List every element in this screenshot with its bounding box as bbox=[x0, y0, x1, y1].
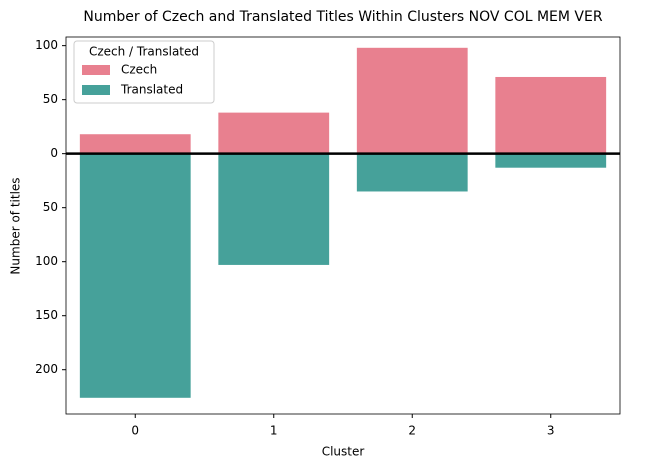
bar bbox=[356, 153, 468, 192]
legend-title: Czech / Translated bbox=[89, 45, 199, 59]
y-tick-label: 100 bbox=[35, 254, 58, 268]
bar bbox=[356, 47, 468, 154]
plot-frame bbox=[65, 36, 621, 415]
legend-label: Translated bbox=[120, 83, 183, 97]
bar bbox=[79, 134, 191, 154]
y-tick-label: 150 bbox=[35, 308, 58, 322]
bar bbox=[218, 153, 330, 265]
y-tick-label: 50 bbox=[43, 92, 58, 106]
legend-swatch bbox=[82, 85, 110, 95]
y-tick-label: 50 bbox=[43, 200, 58, 214]
chart-title: Number of Czech and Translated Titles Wi… bbox=[83, 9, 602, 25]
x-tick-label: 0 bbox=[131, 424, 139, 438]
x-axis-label: Cluster bbox=[322, 445, 365, 459]
bar bbox=[218, 112, 330, 154]
bar bbox=[495, 153, 607, 168]
bar bbox=[79, 153, 191, 398]
y-tick-label: 0 bbox=[50, 146, 58, 160]
legend-label: Czech bbox=[121, 63, 157, 77]
bar bbox=[495, 76, 607, 154]
legend: Czech / Translated Czech Translated bbox=[73, 40, 215, 104]
legend-swatch bbox=[82, 65, 110, 75]
y-axis-label: Number of titles bbox=[9, 177, 23, 274]
y-tick-label: 100 bbox=[35, 38, 58, 52]
y-tick-label: 200 bbox=[35, 362, 58, 376]
x-tick-label: 2 bbox=[408, 424, 416, 438]
x-tick-label: 3 bbox=[547, 424, 555, 438]
x-tick-label: 1 bbox=[270, 424, 278, 438]
